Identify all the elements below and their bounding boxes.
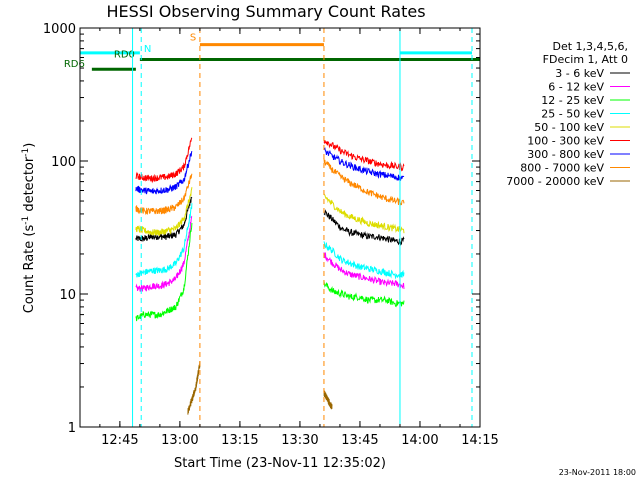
series-line-8-seg-0 xyxy=(187,361,201,415)
x-tick-label-4: 13:45 xyxy=(341,433,378,448)
x-tick-label-5: 14:00 xyxy=(401,433,438,448)
series-line-4-seg-1 xyxy=(323,193,405,234)
series-line-3-seg-0 xyxy=(135,203,193,278)
series-line-1-seg-0 xyxy=(135,215,193,292)
legend-label-3: 25 - 50 keV xyxy=(541,108,604,121)
series-line-5-seg-1 xyxy=(323,140,405,172)
x-axis: 12:45 13:00 13:15 13:30 13:45 14:00 14:15 xyxy=(99,28,499,448)
series-line-6-seg-0 xyxy=(135,150,193,195)
flag-label-rd0: RD0 xyxy=(114,49,135,60)
x-tick-label-1: 13:00 xyxy=(161,433,198,448)
series-line-3-seg-1 xyxy=(323,241,405,280)
legend-label-0: 3 - 6 keV xyxy=(555,67,604,80)
series-line-2-seg-1 xyxy=(323,280,405,308)
y-tick-label-0: 1 xyxy=(68,421,76,436)
series-line-2-seg-0 xyxy=(135,222,193,322)
legend-label-2: 12 - 25 keV xyxy=(541,94,604,107)
series-line-7-seg-1 xyxy=(323,157,405,206)
flag-label-n: N xyxy=(144,44,151,55)
legend-label-5: 100 - 300 keV xyxy=(527,135,604,148)
series-layer xyxy=(135,137,405,415)
series-line-4-seg-0 xyxy=(135,187,193,237)
timestamp: 23-Nov-2011 18:00 xyxy=(559,468,636,477)
x-tick-label-3: 13:30 xyxy=(281,433,318,448)
markers-layer xyxy=(132,28,473,427)
series-line-0-seg-1 xyxy=(323,209,405,246)
legend-label-4: 50 - 100 keV xyxy=(534,121,604,134)
y-axis: 1 10 100 1000 xyxy=(43,22,480,436)
legend-label-8: 7000 - 20000 keV xyxy=(506,175,604,188)
chart-title: HESSI Observing Summary Count Rates xyxy=(106,2,425,21)
legend-label-1: 6 - 12 keV xyxy=(548,81,604,94)
flags-layer: N S RD0 RD6 xyxy=(64,33,480,71)
y-tick-label-2: 100 xyxy=(51,155,76,170)
y-axis-label: Count Rate (s-1 detector-1) xyxy=(21,143,37,314)
flag-label-s: S xyxy=(190,33,196,44)
x-tick-label-6: 14:15 xyxy=(461,433,498,448)
flag-label-rd6: RD6 xyxy=(64,59,85,70)
x-tick-label-0: 12:45 xyxy=(101,433,138,448)
x-axis-label: Start Time (23-Nov-11 12:35:02) xyxy=(174,456,386,471)
series-line-0-seg-0 xyxy=(135,196,193,242)
series-line-6-seg-1 xyxy=(323,147,405,181)
legend-header-0: Det 1,3,4,5,6, xyxy=(552,40,628,53)
legend-label-6: 300 - 800 keV xyxy=(527,148,604,161)
y-tick-label-1: 10 xyxy=(59,288,76,303)
y-tick-label-3: 1000 xyxy=(43,22,76,37)
series-line-7-seg-0 xyxy=(135,173,193,216)
series-line-8-seg-1 xyxy=(323,390,333,410)
x-tick-label-2: 13:15 xyxy=(221,433,258,448)
legend-label-7: 800 - 7000 keV xyxy=(520,162,604,175)
legend-header-1: FDecim 1, Att 0 xyxy=(543,53,628,66)
series-line-5-seg-0 xyxy=(135,137,193,184)
legend: Det 1,3,4,5,6,FDecim 1, Att 03 - 6 keV6 … xyxy=(506,40,630,188)
series-line-1-seg-1 xyxy=(323,252,405,289)
